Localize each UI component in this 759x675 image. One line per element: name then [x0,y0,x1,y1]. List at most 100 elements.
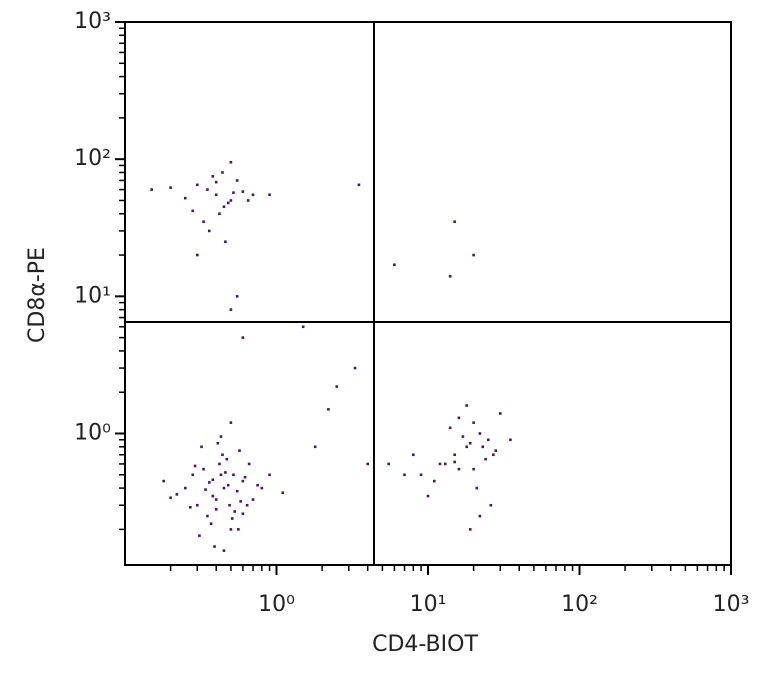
data-point [335,385,339,388]
data-point [232,473,235,477]
data-point [457,467,461,471]
data-point [457,416,461,420]
data-point [224,240,227,244]
data-point [214,498,218,501]
data-point [443,462,447,466]
data-point [232,191,235,194]
data-point [438,462,442,466]
data-point [239,500,242,503]
data-point [221,171,224,174]
plot-frame [124,21,732,566]
data-point [228,503,231,507]
data-point [403,473,406,477]
data-point [432,479,436,483]
data-point [189,505,192,509]
data-point [468,528,472,531]
data-point [478,432,482,435]
data-point [226,483,230,487]
data-point [313,445,317,449]
data-point [169,496,172,500]
data-point [235,295,239,298]
data-point [218,212,221,216]
data-point [426,494,430,498]
data-point [281,491,285,495]
data-point [241,479,245,483]
data-point [484,457,487,461]
data-point [233,510,237,513]
y-axis-label: CD8α-PE [25,247,50,343]
y-tick-label: 10¹ [74,283,111,308]
data-point [202,220,205,224]
data-point [206,514,209,518]
data-point [241,190,245,193]
data-point [202,467,205,471]
x-tick-label: 10² [561,592,598,617]
data-point [211,494,215,498]
data-point [230,517,234,520]
x-tick-label: 10⁰ [258,592,295,617]
data-point [260,486,264,490]
data-point [486,438,490,442]
data-point [489,503,493,507]
data-point [183,486,187,490]
y-tick-label: 10³ [74,9,111,34]
data-point [453,453,456,457]
data-point [453,460,456,464]
data-point [472,421,475,424]
data-point [243,475,247,479]
data-point [150,188,153,191]
data-point [229,528,233,531]
data-point [214,193,218,197]
data-point [419,473,423,477]
data-point [366,462,370,466]
data-point [198,534,201,537]
data-point [251,193,255,197]
data-point [218,462,221,466]
data-point [509,438,512,442]
data-point [213,545,216,548]
data-point [169,186,172,189]
data-point [216,441,220,445]
data-point [461,435,465,438]
data-point [256,483,259,487]
data-point [207,229,211,233]
data-point [465,445,468,449]
data-point [229,308,233,311]
data-point [475,486,479,490]
data-point [235,179,239,182]
data-point [214,180,218,184]
data-point [206,188,209,191]
data-point [453,220,456,224]
x-tick-label: 10³ [713,592,750,617]
data-point [191,209,195,213]
data-point [209,522,213,526]
data-point [162,479,165,483]
data-point [221,453,224,457]
data-point [183,196,187,200]
data-point [448,426,452,430]
data-point [222,549,226,552]
data-point [498,412,502,415]
data-point [268,473,271,477]
data-point [238,449,241,452]
data-point [195,253,199,257]
data-point [211,478,215,482]
data-point [393,263,396,267]
y-tick-label: 10⁰ [74,421,111,446]
data-point [195,183,199,187]
data-point [301,325,305,329]
data-point [211,175,215,178]
data-point [229,160,233,164]
data-point [481,445,485,449]
data-point [268,193,271,197]
data-point [224,471,227,474]
data-point [219,473,223,477]
data-point [241,512,245,516]
data-point [195,503,199,507]
data-point [448,274,452,278]
data-point [468,441,472,445]
data-point [387,462,390,466]
data-point [204,488,207,491]
data-point [472,253,475,257]
